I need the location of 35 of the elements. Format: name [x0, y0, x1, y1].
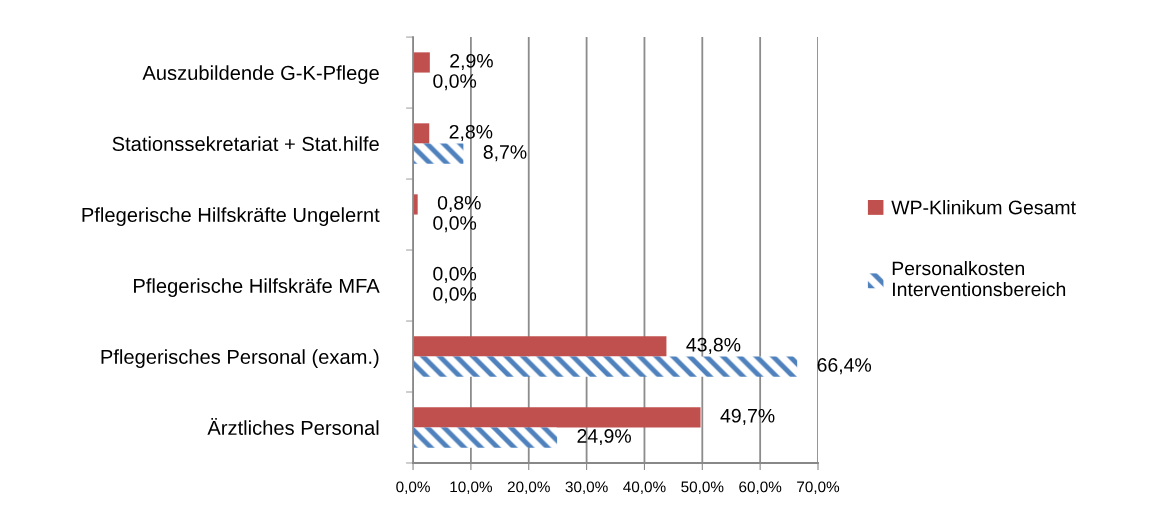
data-label: 0,0% [433, 266, 477, 283]
data-label: 24,9% [577, 429, 631, 446]
data-label: 0,8% [437, 195, 481, 212]
x-tick-label: 10,0% [450, 481, 493, 495]
data-label: 2,8% [449, 124, 493, 141]
x-tick-label: 0,0% [396, 481, 430, 495]
data-label: 0,0% [433, 74, 477, 91]
bar [413, 123, 430, 144]
data-label: 43,8% [686, 337, 741, 354]
x-tick-label: 50,0% [681, 481, 724, 495]
bar [413, 427, 558, 448]
y-tick-label: Pflegerische Hilfskräfe MFA [134, 278, 380, 297]
data-label: 2,9% [450, 53, 493, 70]
data-label: 8,7% [483, 145, 527, 162]
data-label: 49,7% [720, 408, 775, 425]
x-tick-label: 60,0% [739, 481, 782, 495]
data-label: 0,0% [433, 287, 477, 304]
bar [413, 143, 464, 164]
legend-label: WP-Klinikum Gesamt [891, 200, 1076, 215]
data-label: 66,4% [817, 358, 872, 375]
y-tick-label: Ärztliches Personal [207, 417, 379, 435]
bar [413, 356, 798, 377]
data-label: 0,0% [433, 216, 477, 233]
bar [413, 407, 701, 428]
y-tick-label: Auszubildende G-K-Pflege [142, 65, 379, 85]
legend-label: Personalkosten Interventionsbereich [892, 261, 1066, 297]
x-tick-label: 20,0% [507, 481, 550, 495]
x-tick-label: 70,0% [797, 481, 840, 495]
x-tick-label: 30,0% [565, 481, 608, 495]
y-tick-label: Stationssekretariat + Stat.hilfe [112, 136, 379, 152]
bar [413, 52, 430, 73]
y-tick-label: Pflegerisches Personal (exam.) [101, 349, 379, 368]
x-tick-label: 40,0% [623, 481, 666, 495]
y-tick-label: Pflegerische Hilfskräfte Ungelernt [82, 207, 380, 227]
bar [413, 336, 667, 357]
